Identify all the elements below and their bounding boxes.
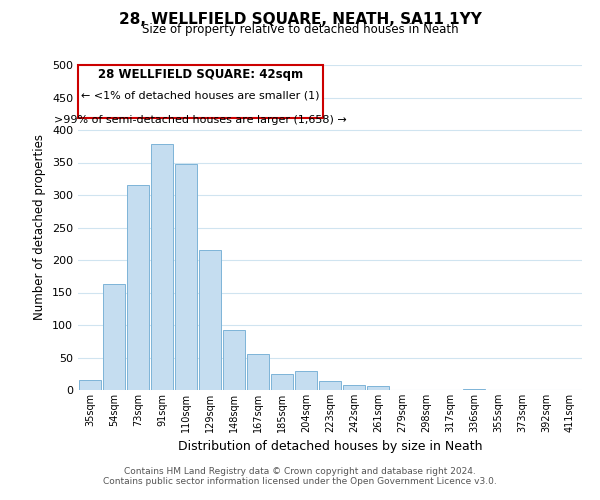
- Bar: [271, 374, 293, 390]
- Bar: [295, 371, 317, 390]
- X-axis label: Distribution of detached houses by size in Neath: Distribution of detached houses by size …: [178, 440, 482, 454]
- Bar: [127, 185, 149, 390]
- Bar: [79, 380, 101, 390]
- Bar: [343, 385, 365, 390]
- Bar: [319, 381, 341, 390]
- Text: >99% of semi-detached houses are larger (1,658) →: >99% of semi-detached houses are larger …: [54, 116, 347, 126]
- Y-axis label: Number of detached properties: Number of detached properties: [34, 134, 46, 320]
- Text: ← <1% of detached houses are smaller (1): ← <1% of detached houses are smaller (1): [81, 91, 320, 101]
- Text: 28, WELLFIELD SQUARE, NEATH, SA11 1YY: 28, WELLFIELD SQUARE, NEATH, SA11 1YY: [119, 12, 481, 28]
- Bar: [151, 144, 173, 390]
- Bar: [367, 386, 389, 390]
- FancyBboxPatch shape: [78, 65, 323, 118]
- Bar: [199, 250, 221, 390]
- Bar: [103, 284, 125, 390]
- Text: Size of property relative to detached houses in Neath: Size of property relative to detached ho…: [142, 22, 458, 36]
- Bar: [463, 388, 485, 390]
- Text: 28 WELLFIELD SQUARE: 42sqm: 28 WELLFIELD SQUARE: 42sqm: [98, 68, 303, 81]
- Text: Contains HM Land Registry data © Crown copyright and database right 2024.: Contains HM Land Registry data © Crown c…: [124, 467, 476, 476]
- Bar: [175, 164, 197, 390]
- Bar: [247, 354, 269, 390]
- Text: Contains public sector information licensed under the Open Government Licence v3: Contains public sector information licen…: [103, 477, 497, 486]
- Bar: [223, 330, 245, 390]
